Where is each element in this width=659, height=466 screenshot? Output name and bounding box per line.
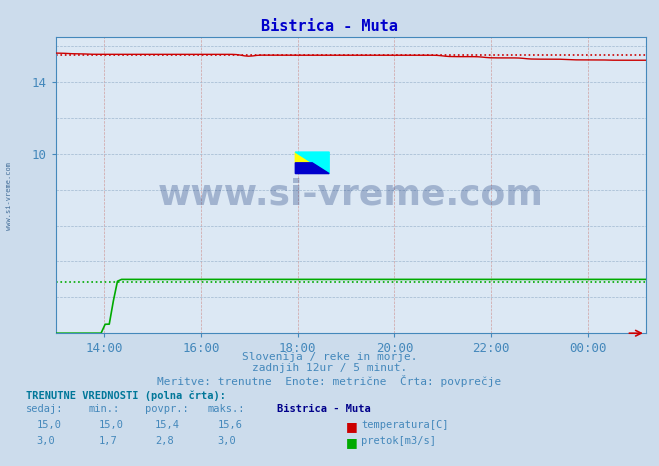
Text: maks.:: maks.: <box>208 404 245 414</box>
Text: 2,8: 2,8 <box>155 436 173 445</box>
Text: 1,7: 1,7 <box>99 436 117 445</box>
Text: 15,4: 15,4 <box>155 420 180 430</box>
Text: www.si-vreme.com: www.si-vreme.com <box>158 177 544 211</box>
Text: 15,0: 15,0 <box>36 420 61 430</box>
Text: Meritve: trenutne  Enote: metrične  Črta: povprečje: Meritve: trenutne Enote: metrične Črta: … <box>158 375 501 387</box>
Text: pretok[m3/s]: pretok[m3/s] <box>361 436 436 445</box>
Text: TRENUTNE VREDNOSTI (polna črta):: TRENUTNE VREDNOSTI (polna črta): <box>26 391 226 401</box>
Polygon shape <box>295 163 329 173</box>
Text: 3,0: 3,0 <box>217 436 236 445</box>
Text: www.si-vreme.com: www.si-vreme.com <box>5 162 12 230</box>
Polygon shape <box>295 152 312 163</box>
Text: temperatura[C]: temperatura[C] <box>361 420 449 430</box>
Text: min.:: min.: <box>89 404 120 414</box>
Polygon shape <box>295 152 329 173</box>
Text: povpr.:: povpr.: <box>145 404 188 414</box>
Text: Bistrica - Muta: Bistrica - Muta <box>277 404 370 414</box>
Text: ■: ■ <box>346 420 358 433</box>
Text: 3,0: 3,0 <box>36 436 55 445</box>
Text: 15,0: 15,0 <box>99 420 124 430</box>
Text: sedaj:: sedaj: <box>26 404 64 414</box>
Text: Bistrica - Muta: Bistrica - Muta <box>261 19 398 34</box>
Text: Slovenija / reke in morje.: Slovenija / reke in morje. <box>242 352 417 362</box>
Text: 15,6: 15,6 <box>217 420 243 430</box>
Text: ■: ■ <box>346 436 358 449</box>
Text: zadnjih 12ur / 5 minut.: zadnjih 12ur / 5 minut. <box>252 363 407 373</box>
